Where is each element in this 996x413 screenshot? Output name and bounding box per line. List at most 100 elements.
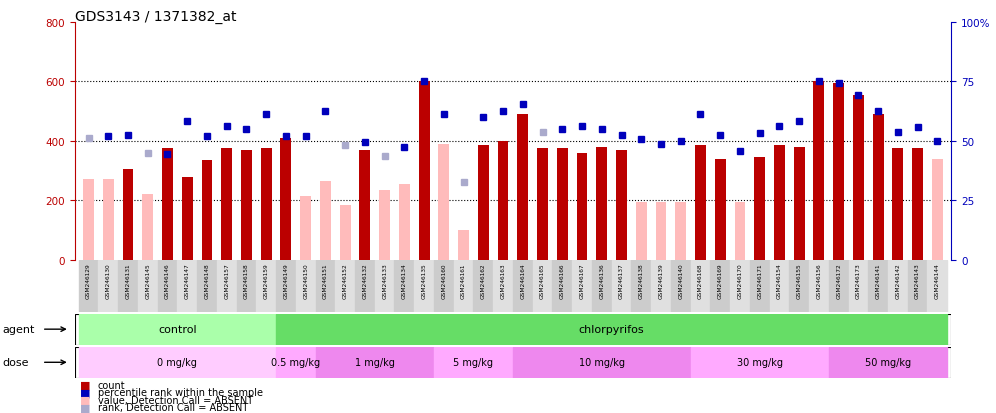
Text: ■: ■ (80, 395, 91, 405)
Text: GSM246140: GSM246140 (678, 263, 683, 299)
Bar (276, 260, 296, 312)
Bar (829, 260, 849, 312)
Bar (478, 146, 489, 260)
Bar (498, 142, 509, 260)
Text: 0 mg/kg: 0 mg/kg (157, 357, 197, 368)
Text: GSM246161: GSM246161 (461, 263, 466, 298)
Bar (655, 202, 666, 260)
Text: GSM246146: GSM246146 (165, 263, 170, 298)
Bar (103, 180, 114, 260)
Bar (577, 153, 588, 260)
Text: GSM246143: GSM246143 (915, 263, 920, 299)
Text: ■: ■ (80, 387, 91, 397)
Text: ■: ■ (80, 402, 91, 412)
Text: agent: agent (2, 324, 35, 335)
Bar (671, 260, 690, 312)
Bar (493, 260, 513, 312)
Text: GSM246168: GSM246168 (698, 263, 703, 298)
Text: GSM246152: GSM246152 (343, 263, 348, 299)
Text: rank, Detection Call = ABSENT: rank, Detection Call = ABSENT (98, 402, 248, 412)
Bar (177, 260, 197, 312)
Text: GSM246154: GSM246154 (777, 263, 782, 299)
Text: GSM246167: GSM246167 (580, 263, 585, 298)
Bar (79, 314, 276, 345)
Bar (157, 260, 177, 312)
Bar (221, 149, 232, 260)
Bar (261, 149, 272, 260)
Bar (374, 260, 394, 312)
Bar (197, 260, 217, 312)
Text: GSM246144: GSM246144 (935, 263, 940, 299)
Bar (182, 177, 192, 260)
Bar (774, 146, 785, 260)
Text: GSM246162: GSM246162 (481, 263, 486, 298)
Bar (458, 230, 469, 260)
Bar (592, 260, 612, 312)
Bar (553, 260, 572, 312)
Bar (513, 347, 690, 378)
Text: control: control (158, 324, 196, 335)
Bar (276, 314, 947, 345)
Text: GSM246132: GSM246132 (363, 263, 368, 299)
Bar (438, 145, 449, 260)
Bar (119, 260, 137, 312)
Bar (754, 158, 765, 260)
Text: GSM246160: GSM246160 (441, 263, 446, 298)
Text: GSM246169: GSM246169 (718, 263, 723, 298)
Bar (79, 260, 99, 312)
Text: GSM246171: GSM246171 (757, 263, 762, 298)
Text: GSM246149: GSM246149 (284, 263, 289, 299)
Bar (379, 190, 390, 260)
Text: GSM246134: GSM246134 (401, 263, 407, 299)
Bar (927, 260, 947, 312)
Bar (142, 195, 153, 260)
Text: percentile rank within the sample: percentile rank within the sample (98, 387, 263, 397)
Bar (79, 347, 276, 378)
Text: GSM246165: GSM246165 (540, 263, 545, 298)
Bar (695, 146, 706, 260)
Bar (892, 149, 903, 260)
Bar (770, 260, 789, 312)
Bar (434, 260, 454, 312)
Bar (690, 347, 829, 378)
Text: 0.5 mg/kg: 0.5 mg/kg (271, 357, 321, 368)
Bar (281, 138, 292, 260)
Bar (617, 150, 626, 260)
Bar (734, 202, 745, 260)
Bar (276, 347, 316, 378)
Bar (809, 260, 829, 312)
Bar (750, 260, 770, 312)
Text: 10 mg/kg: 10 mg/kg (579, 357, 624, 368)
Text: GSM246172: GSM246172 (837, 263, 842, 299)
Bar (300, 196, 311, 260)
Bar (849, 260, 869, 312)
Text: GSM246156: GSM246156 (817, 263, 822, 298)
Bar (360, 150, 371, 260)
Bar (794, 147, 805, 260)
Text: GSM246158: GSM246158 (244, 263, 249, 299)
Text: GSM246138: GSM246138 (638, 263, 643, 299)
Bar (414, 260, 434, 312)
Text: GSM246135: GSM246135 (421, 263, 426, 299)
Bar (537, 149, 548, 260)
Bar (99, 260, 119, 312)
Bar (715, 159, 726, 260)
Bar (872, 115, 883, 260)
Bar (829, 347, 947, 378)
Text: GSM246147: GSM246147 (184, 263, 189, 299)
Text: 50 mg/kg: 50 mg/kg (865, 357, 911, 368)
Bar (651, 260, 671, 312)
Bar (137, 260, 157, 312)
Text: GSM246136: GSM246136 (600, 263, 605, 298)
Bar (336, 260, 355, 312)
Bar (789, 260, 809, 312)
Text: GSM246133: GSM246133 (382, 263, 387, 299)
Bar (932, 159, 943, 260)
Bar (631, 260, 651, 312)
Text: GSM246166: GSM246166 (560, 263, 565, 298)
Text: GSM246157: GSM246157 (224, 263, 229, 299)
Bar (83, 180, 94, 260)
Bar (533, 260, 553, 312)
Bar (513, 260, 533, 312)
Bar (814, 82, 825, 260)
